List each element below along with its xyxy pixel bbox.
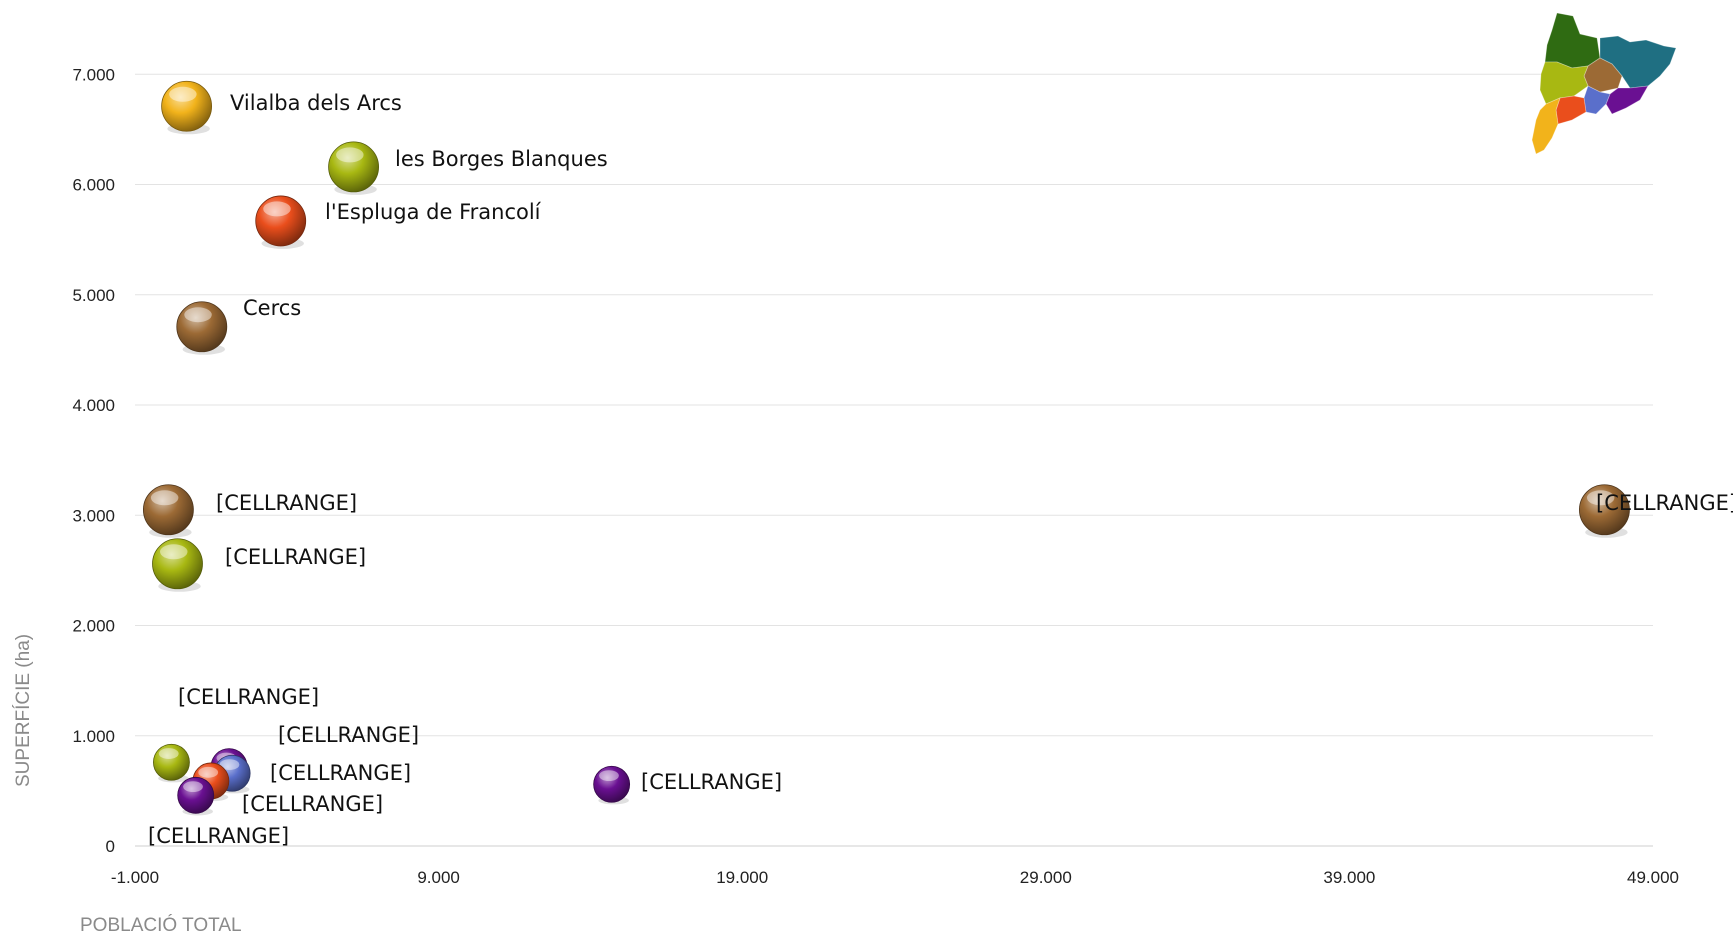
y-tick-label: 1.000 [72,727,115,746]
x-tick-labels: -1.000 9.000 19.000 29.000 39.000 49.000 [111,868,1679,887]
y-tick-label: 6.000 [72,176,115,195]
data-label: [CELLRANGE] [178,685,319,709]
data-point [1579,484,1630,538]
x-axis-title: POBLACIÓ TOTAL [80,914,242,935]
y-tick-label: 2.000 [72,617,115,636]
x-tick-label: 49.000 [1627,868,1679,887]
map-region-shape [1583,85,1611,115]
y-tick-label: 7.000 [72,65,115,84]
data-label: [CELLRANGE] [278,723,419,747]
data-point [176,301,228,355]
data-label: [CELLRANGE] [225,545,366,569]
data-labels: Vilalba dels Arcs les Borges Blanques l'Es… [148,91,1733,848]
y-tick-label: 3.000 [72,506,115,525]
x-tick-label: 19.000 [716,868,768,887]
data-point [328,141,379,195]
data-label: [CELLRANGE] [148,824,289,848]
data-label: les Borges Blanques [395,147,608,171]
map-region-shape [1531,97,1561,155]
y-tick-label: 0 [106,837,115,856]
data-label: [CELLRANGE] [242,792,383,816]
data-point [161,80,213,135]
data-label: l'Espluga de Francolí [325,200,542,224]
y-axis-title: SUPERFÍCIE (ha) [13,634,34,787]
data-point [152,538,203,592]
x-tick-label: 29.000 [1020,868,1072,887]
data-point [593,765,631,805]
data-label: [CELLRANGE] [216,491,357,515]
data-point [177,776,215,816]
y-tick-label: 4.000 [72,396,115,415]
map-region-shape [1605,85,1649,115]
x-tick-label: 39.000 [1323,868,1375,887]
map-region-shape [1555,95,1587,125]
y-tick-labels: 0 1.000 2.000 3.000 4.000 5.000 6.000 7.000 [72,65,115,856]
map-region-shape [1544,12,1601,69]
data-point [153,743,190,783]
data-label: Vilalba dels Arcs [230,91,402,115]
data-point [255,195,307,249]
x-tick-label: 9.000 [417,868,460,887]
data-label: Cercs [243,296,301,320]
data-points [142,80,1630,816]
x-tick-label: -1.000 [111,868,159,887]
catalonia-regions-map-icon [1531,12,1677,155]
map-region-shape [1539,61,1589,105]
data-point [142,484,194,538]
data-label: [CELLRANGE] [270,761,411,785]
y-tick-label: 5.000 [72,286,115,305]
data-label: [CELLRANGE] [1596,491,1733,515]
grid-lines [135,73,1653,847]
data-label: [CELLRANGE] [641,770,782,794]
